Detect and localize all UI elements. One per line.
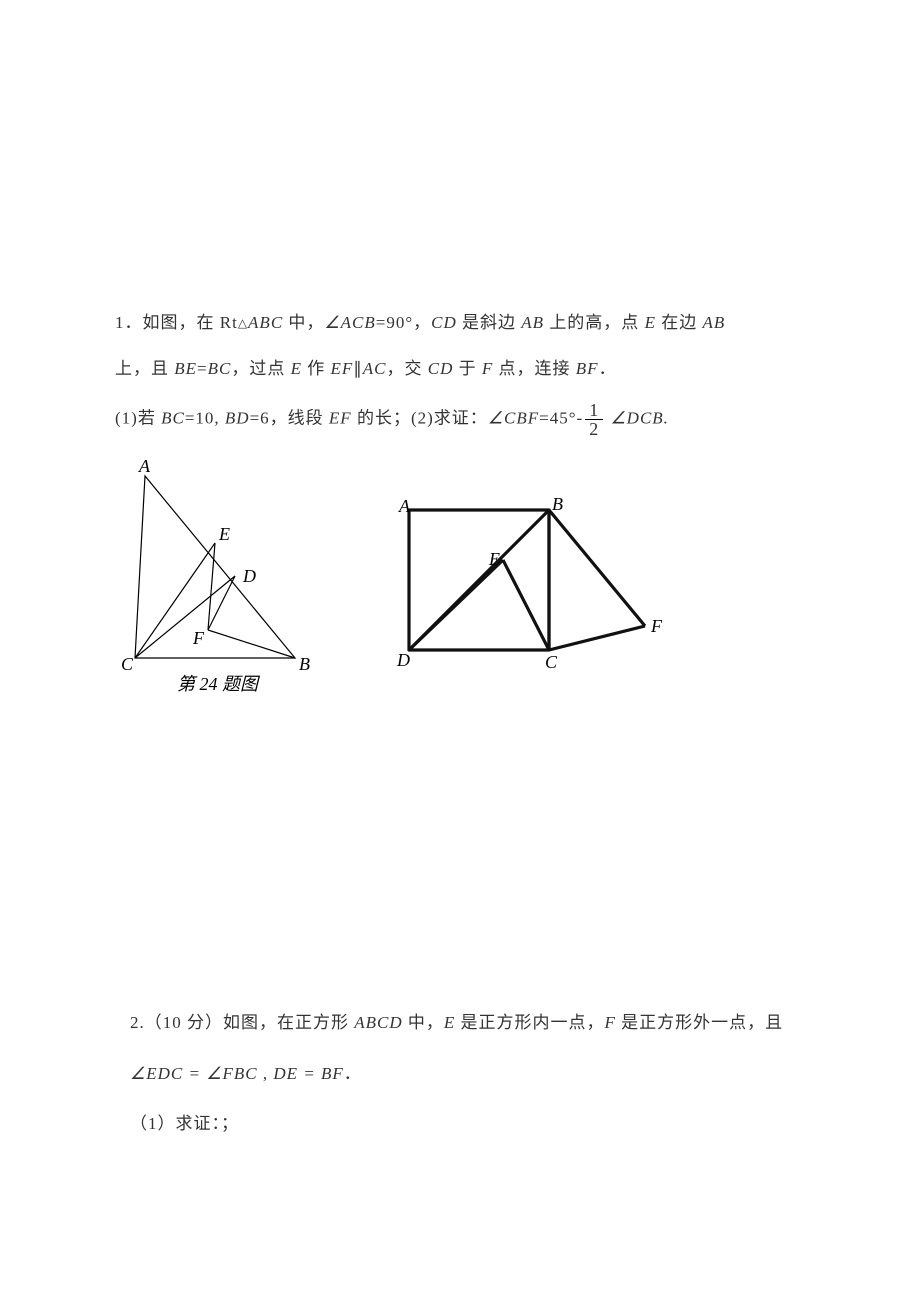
- period: ．: [599, 359, 617, 378]
- question-1: (1)若: [115, 408, 161, 427]
- figure-1-triangle: A C B D E F 第 24 题图: [115, 458, 325, 698]
- var-CD: CD: [428, 359, 454, 378]
- label-D: D: [242, 566, 256, 586]
- eq-6: =6，线段: [250, 408, 329, 427]
- eq-DE-BF: DE = BF: [273, 1064, 343, 1083]
- var-BC: BC: [208, 359, 232, 378]
- problem-1-line-3: (1)若 BC=10, BD=6，线段 EF 的长；(2)求证：∠CBF=45°…: [115, 401, 815, 438]
- eq-10: =10,: [185, 408, 225, 427]
- period: ．: [344, 1064, 362, 1083]
- text: 是斜边: [457, 313, 522, 332]
- eq-EDC-FBC: ∠EDC = ∠FBC: [130, 1064, 258, 1083]
- segment-FB: [208, 630, 295, 658]
- var-EF: EF: [329, 408, 352, 427]
- text: ，交: [387, 359, 428, 378]
- text: ，过点: [231, 359, 290, 378]
- eq-45: =45°-: [539, 408, 583, 427]
- segment-CF: [549, 626, 645, 650]
- problem-2-line-1: 2.（10 分）如图，在正方形 ABCD 中，E 是正方形内一点，F 是正方形外…: [130, 1010, 810, 1036]
- label-B: B: [299, 654, 310, 674]
- text: 中，: [283, 313, 324, 332]
- text: 上，且: [115, 359, 174, 378]
- label-A: A: [138, 458, 151, 476]
- var-EF: EF: [331, 359, 354, 378]
- label-F: F: [650, 616, 663, 636]
- figure-1-caption: 第 24 题图: [177, 674, 261, 694]
- var-BC: BC: [161, 408, 185, 427]
- text: 上的高，点: [544, 313, 645, 332]
- label-A: A: [398, 498, 411, 516]
- text: 的长；(2)求证：: [352, 408, 488, 427]
- problem-1-line-1: 1．如图，在 Rt△ABC 中，∠ACB=90°，CD 是斜边 AB 上的高，点…: [115, 310, 815, 336]
- var-F: F: [482, 359, 493, 378]
- fraction-one-half: 12: [585, 401, 603, 438]
- problem-number: 1．: [115, 313, 143, 332]
- text: 是正方形外一点，且: [616, 1013, 783, 1032]
- var-ABCD: ABCD: [354, 1013, 402, 1032]
- segment-EC: [503, 560, 549, 650]
- triangle-ACB: [135, 476, 295, 658]
- text: 点，连接: [493, 359, 576, 378]
- segment-BF: [549, 510, 645, 626]
- page: 1．如图，在 Rt△ABC 中，∠ACB=90°，CD 是斜边 AB 上的高，点…: [0, 0, 920, 1302]
- segment-DE: [409, 560, 503, 650]
- var-ABC: ABC: [248, 313, 283, 332]
- segment-CD: [135, 576, 235, 658]
- text: 于: [453, 359, 482, 378]
- label-E: E: [488, 549, 500, 569]
- problem-1-line-2: 上，且 BE=BC，过点 E 作 EF∥AC，交 CD 于 F 点，连接 BF．: [115, 356, 815, 382]
- eq-90: =90°，: [376, 313, 431, 332]
- parallel-symbol: ∥: [353, 359, 363, 378]
- triangle-glyph: △: [238, 316, 248, 330]
- var-AB: AB: [521, 313, 544, 332]
- fraction-denominator: 2: [585, 420, 603, 438]
- label-C: C: [121, 654, 134, 674]
- var-E: E: [645, 313, 656, 332]
- figure-2-square: A B C D E F: [395, 498, 685, 678]
- text: 中，: [403, 1013, 444, 1032]
- problem-1-block: 1．如图，在 Rt△ABC 中，∠ACB=90°，CD 是斜边 AB 上的高，点…: [115, 310, 815, 718]
- var-AB: AB: [702, 313, 725, 332]
- text: 如图，在正方形: [223, 1013, 354, 1032]
- problem-number: 2.（10 分）: [130, 1013, 223, 1032]
- angle-DCB: ∠DCB.: [610, 408, 669, 427]
- text: 是正方形内一点，: [455, 1013, 604, 1032]
- var-BF: BF: [576, 359, 599, 378]
- label-D: D: [396, 650, 410, 670]
- var-E: E: [291, 359, 302, 378]
- text: 如图，在 Rt: [143, 313, 238, 332]
- problem-2-block: 2.（10 分）如图，在正方形 ABCD 中，E 是正方形内一点，F 是正方形外…: [130, 1010, 810, 1162]
- var-CD: CD: [431, 313, 457, 332]
- angle-ACB: ∠ACB: [324, 313, 375, 332]
- var-E: E: [444, 1013, 455, 1032]
- eq-sign: =: [197, 359, 208, 378]
- label-E: E: [218, 524, 230, 544]
- var-BE: BE: [174, 359, 197, 378]
- figures-row: A C B D E F 第 24 题图 A: [115, 458, 815, 718]
- label-B: B: [552, 498, 563, 514]
- text: 作: [302, 359, 331, 378]
- angle-CBF: ∠CBF: [488, 408, 539, 427]
- label-F: F: [192, 628, 205, 648]
- var-F: F: [605, 1013, 616, 1032]
- question-1: （1）求证：；: [130, 1114, 239, 1133]
- comma: ,: [258, 1064, 274, 1083]
- problem-2-line-3: （1）求证：；: [130, 1111, 810, 1137]
- var-BD: BD: [225, 408, 250, 427]
- fraction-numerator: 1: [585, 401, 603, 420]
- problem-2-line-2: ∠EDC = ∠FBC , DE = BF．: [130, 1061, 810, 1087]
- var-AC: AC: [363, 359, 387, 378]
- text: 在边: [656, 313, 703, 332]
- label-C: C: [545, 652, 558, 672]
